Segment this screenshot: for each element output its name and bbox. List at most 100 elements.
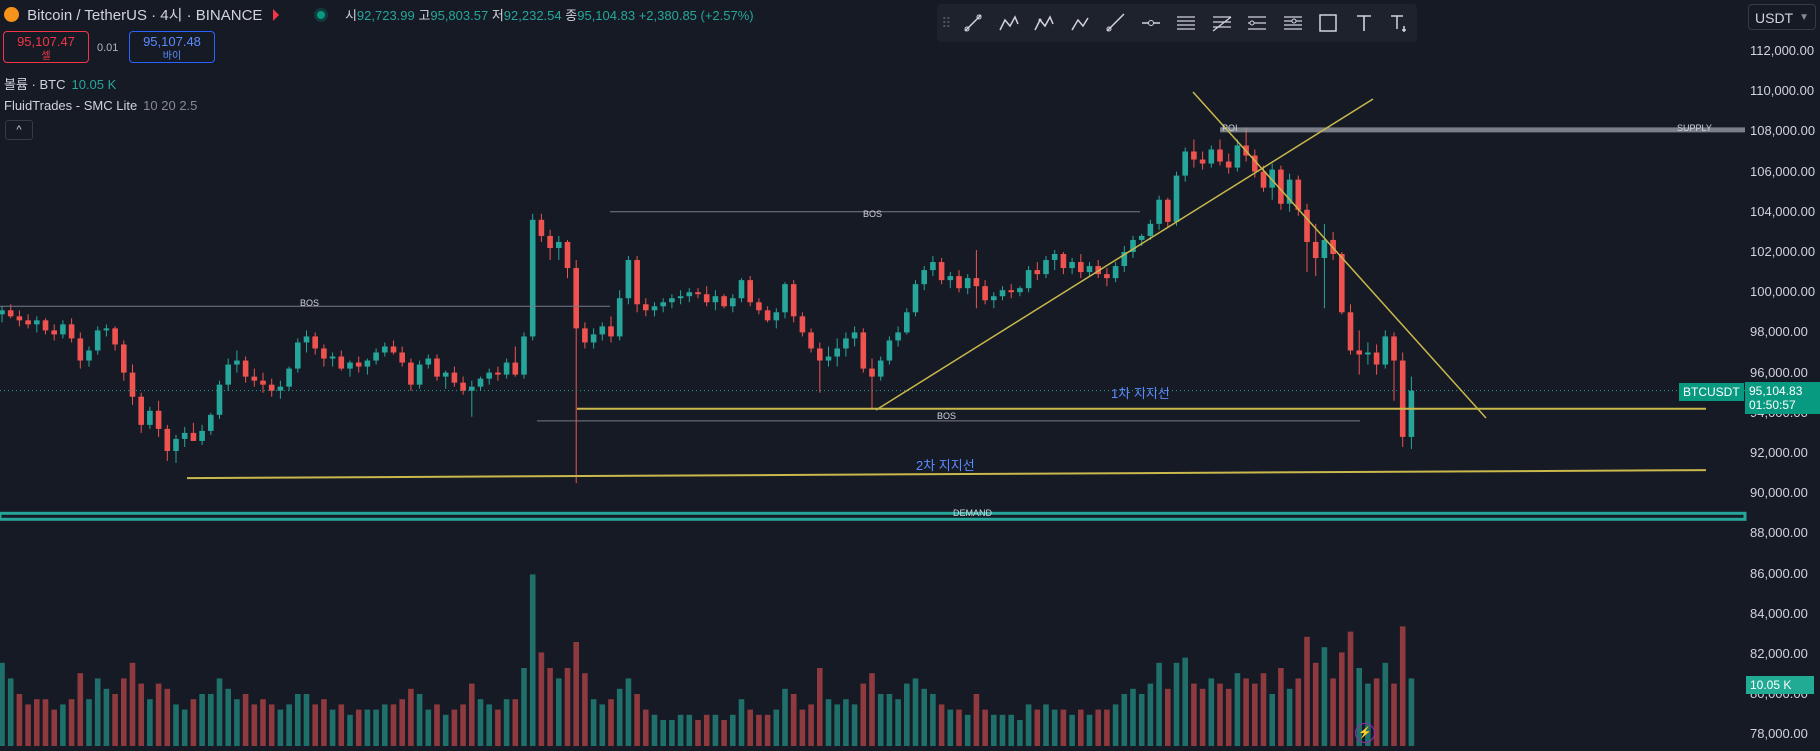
high-value: 95,803.57: [430, 8, 489, 23]
candle-body: [7, 310, 14, 317]
candle-body: [16, 316, 23, 321]
candle-body: [843, 338, 849, 349]
volume-bar: [268, 704, 275, 746]
volume-bar: [425, 709, 432, 746]
fib-channel-icon[interactable]: [1275, 6, 1310, 40]
volume-bar: [260, 699, 266, 746]
candle-body: [295, 342, 301, 369]
volume-bar: [643, 709, 649, 746]
drawing-toolbar: ⠿: [937, 4, 1417, 42]
volume-bar: [503, 699, 510, 746]
parallel-channel-icon[interactable]: [1169, 6, 1204, 40]
candle-body: [155, 410, 162, 429]
candle-body: [390, 346, 397, 353]
candle-body: [129, 372, 136, 397]
volume-bar: [1373, 678, 1380, 746]
volume-bar: [1086, 714, 1093, 746]
candle-body: [1234, 145, 1241, 168]
lightning-icon[interactable]: ⚡: [1355, 723, 1375, 743]
candle-body: [1225, 161, 1232, 168]
anchored-text-icon[interactable]: [1381, 6, 1416, 40]
volume-tag: 10.05 K: [1746, 676, 1814, 694]
candle-body: [103, 328, 110, 331]
candle-body: [912, 284, 919, 313]
buy-button[interactable]: 95,107.48 바이: [129, 31, 215, 63]
volume-bar: [616, 688, 623, 746]
volume-bar: [512, 699, 519, 746]
price-axis-label: 90,000.00: [1750, 485, 1808, 501]
candle-body: [999, 290, 1006, 297]
volume-bar: [1121, 694, 1128, 746]
candle-body: [181, 432, 188, 439]
volume-bar: [1130, 688, 1136, 746]
price-axis-label: 96,000.00: [1750, 364, 1808, 380]
volume-bar: [234, 699, 240, 746]
volume-bar: [538, 652, 545, 746]
candle-body: [1147, 223, 1154, 236]
candle-body: [1391, 336, 1397, 361]
text-icon[interactable]: [1346, 6, 1381, 40]
candle-body: [1304, 209, 1310, 242]
fib-retracement-icon[interactable]: [1204, 6, 1239, 40]
volume-bar: [390, 704, 397, 746]
flag-icon[interactable]: [272, 9, 279, 21]
smc-indicator[interactable]: FluidTrades - SMC Lite 10 20 2.5: [4, 98, 197, 113]
volume-bar: [355, 709, 362, 746]
horizontal-ray-icon[interactable]: [1133, 6, 1168, 40]
candle-body: [1278, 169, 1284, 204]
candle-body: [469, 386, 475, 391]
candle-body: [1321, 239, 1328, 259]
rectangle-icon[interactable]: [1311, 6, 1346, 40]
low-label: 저: [491, 8, 504, 23]
grip-icon[interactable]: ⠿: [941, 14, 952, 31]
support2-label[interactable]: 2차 지지선: [916, 458, 975, 473]
volume-bar: [1147, 683, 1154, 746]
trend-line-icon[interactable]: [956, 6, 991, 40]
symbol-title[interactable]: Bitcoin / TetherUS · 4시 · BINANCE: [27, 7, 263, 24]
candle-body: [268, 384, 275, 391]
candle-body: [1156, 199, 1162, 224]
ray-icon[interactable]: [1098, 6, 1133, 40]
price-axis-label: 84,000.00: [1750, 605, 1808, 621]
volume-bar: [1399, 626, 1406, 746]
volume-bar: [556, 678, 562, 746]
volume-bar: [1391, 683, 1397, 746]
volume-bar: [460, 704, 466, 746]
volume-bar: [1321, 647, 1328, 746]
candle-body: [138, 396, 144, 425]
candle-body: [416, 364, 423, 385]
buy-label: 바이: [162, 51, 182, 62]
volume-indicator[interactable]: 볼륨 · BTC 10.05 K: [4, 74, 116, 93]
volume-bar: [1312, 662, 1319, 746]
volume-bar: [164, 688, 171, 746]
volume-bar: [817, 668, 823, 746]
elliott-wave-icon[interactable]: [1027, 6, 1062, 40]
price-axis-label: 98,000.00: [1750, 324, 1808, 340]
volume-bar: [1156, 662, 1162, 746]
volume-bar: [312, 704, 318, 746]
candle-body: [973, 278, 980, 287]
price-axis-label: 102,000.00: [1750, 244, 1816, 259]
currency-select[interactable]: USDT ▼: [1748, 4, 1816, 30]
bos-label-1: BOS: [300, 298, 320, 308]
candle-body: [1382, 336, 1389, 365]
candle-body: [599, 326, 606, 335]
support1-label[interactable]: 1차 지지선: [1111, 386, 1170, 401]
xabcd-pattern-icon[interactable]: [991, 6, 1026, 40]
candle-body: [521, 336, 527, 375]
volume-bar: [608, 699, 614, 746]
candle-body: [382, 346, 388, 353]
collapse-legend-button[interactable]: ^: [5, 120, 33, 140]
candle-body: [1191, 151, 1197, 160]
abcd-pattern-icon[interactable]: [1062, 6, 1097, 40]
volume-bar: [103, 688, 110, 746]
sell-button[interactable]: 95,107.47 셀: [3, 31, 89, 63]
regression-trend-icon[interactable]: [1240, 6, 1275, 40]
candle-body: [216, 384, 223, 415]
volume-bar: [1278, 668, 1284, 746]
candle-body: [703, 294, 710, 303]
candle-body: [1130, 239, 1136, 252]
candle-body: [564, 241, 571, 269]
volume-bar: [756, 714, 762, 746]
